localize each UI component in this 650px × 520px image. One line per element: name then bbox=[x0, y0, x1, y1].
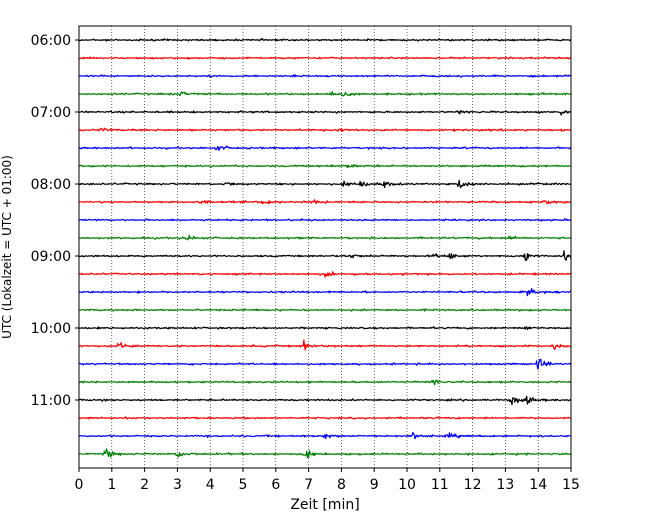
seismic-trace bbox=[78, 127, 572, 132]
seismic-trace bbox=[78, 271, 572, 278]
x-tick-label: 1 bbox=[107, 477, 116, 493]
seismic-trace bbox=[78, 395, 572, 406]
x-tick-label: 8 bbox=[337, 477, 346, 493]
x-axis-ticks: 0 1 2 3 4 5 6 7 8 9 10 11 12 13 14 15 bbox=[75, 468, 580, 493]
x-tick-label: 2 bbox=[140, 477, 149, 493]
seismic-trace bbox=[78, 326, 572, 331]
seismic-trace bbox=[78, 416, 572, 420]
y-tick-label: 08:00 bbox=[31, 177, 71, 193]
y-tick-label: 10:00 bbox=[31, 321, 71, 337]
seismic-trace bbox=[78, 110, 572, 116]
x-axis-label: Zeit [min] bbox=[290, 497, 359, 513]
seismic-trace bbox=[78, 38, 571, 42]
x-tick-label: 9 bbox=[370, 477, 379, 493]
y-tick-label: 06:00 bbox=[31, 33, 71, 49]
seismic-trace bbox=[78, 164, 572, 169]
seismic-trace bbox=[78, 218, 572, 222]
trace-group bbox=[78, 38, 572, 459]
seismic-trace bbox=[78, 179, 572, 189]
seismic-trace bbox=[78, 145, 572, 151]
x-tick-label: 13 bbox=[496, 477, 514, 493]
seismic-trace bbox=[78, 379, 572, 386]
seismic-trace bbox=[78, 250, 572, 261]
grid-lines bbox=[111, 26, 539, 468]
x-tick-label: 3 bbox=[173, 477, 182, 493]
seismic-trace bbox=[78, 91, 572, 97]
y-tick-label: 09:00 bbox=[31, 249, 71, 265]
seismic-trace bbox=[78, 74, 572, 78]
x-tick-label: 0 bbox=[75, 477, 84, 493]
x-tick-label: 11 bbox=[431, 477, 449, 493]
y-axis-ticks: 06:00 07:00 08:00 09:00 10:00 11:00 bbox=[31, 33, 79, 409]
seismic-trace bbox=[78, 448, 572, 459]
seismic-trace bbox=[78, 308, 572, 312]
x-tick-label: 5 bbox=[239, 477, 248, 493]
plot-frame bbox=[78, 25, 572, 469]
seismic-trace bbox=[79, 234, 572, 241]
y-axis-label: UTC (Lokalzeit = UTC + 01:00) bbox=[0, 155, 14, 339]
seismic-trace bbox=[78, 339, 572, 351]
x-tick-label: 4 bbox=[206, 477, 215, 493]
x-tick-label: 6 bbox=[271, 477, 280, 493]
seismic-trace bbox=[78, 358, 572, 370]
x-tick-label: 12 bbox=[464, 477, 482, 493]
x-tick-label: 10 bbox=[398, 477, 416, 493]
seismic-trace bbox=[78, 287, 572, 297]
x-tick-label: 14 bbox=[529, 477, 547, 493]
seismic-trace bbox=[79, 199, 572, 205]
y-tick-label: 07:00 bbox=[31, 105, 71, 121]
y-tick-label: 11:00 bbox=[31, 393, 71, 409]
x-tick-label: 7 bbox=[304, 477, 313, 493]
x-tick-label: 15 bbox=[562, 477, 580, 493]
seismic-trace bbox=[78, 56, 572, 60]
seismic-trace bbox=[78, 431, 572, 440]
